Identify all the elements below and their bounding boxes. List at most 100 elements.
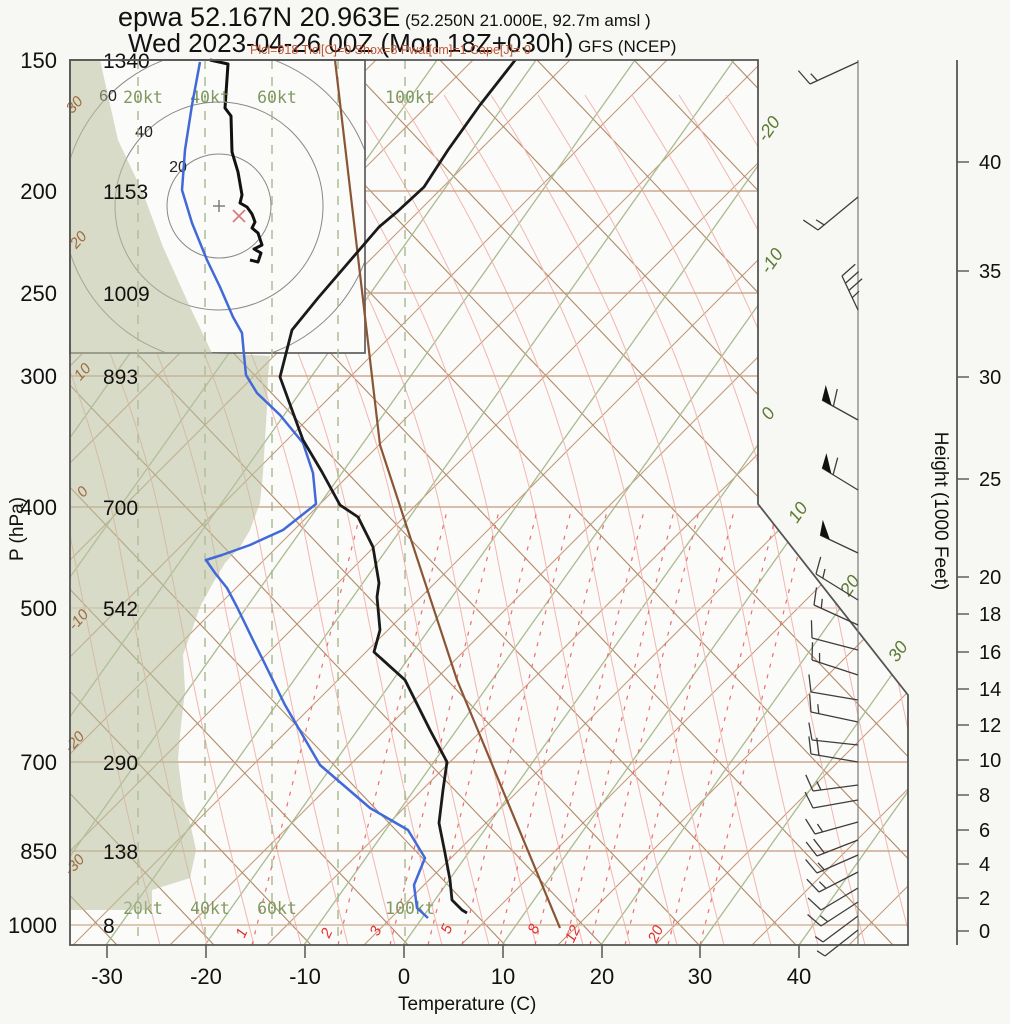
dry-adiabat bbox=[536, 60, 908, 945]
wind-barb bbox=[814, 915, 859, 943]
mixing-ratio-label: 12 bbox=[562, 922, 585, 945]
barb-feather-full bbox=[808, 674, 812, 693]
barb-feather-half bbox=[851, 290, 860, 299]
barb-feather-full bbox=[804, 791, 814, 809]
height-tick-label: 10 bbox=[979, 750, 1001, 772]
barb-feather-half bbox=[810, 73, 818, 82]
speed-label-top: 60kt bbox=[257, 88, 297, 107]
page-title: epwa 52.167N 20.963E (52.250N 21.000E, 9… bbox=[118, 2, 651, 33]
dry-adiabat bbox=[245, 60, 908, 945]
height-tick-label: 25 bbox=[979, 469, 1001, 491]
wind-barb bbox=[805, 854, 859, 874]
wind-barb bbox=[821, 384, 859, 421]
barb-feather-full bbox=[844, 270, 860, 284]
barb-feather-half bbox=[819, 915, 829, 923]
mixing-ratio-line bbox=[337, 506, 449, 945]
isotherm-label: 30 bbox=[884, 637, 912, 665]
temp-tick-label: -30 bbox=[91, 964, 123, 989]
pressure-label: 400 bbox=[20, 495, 57, 520]
barb-shaft bbox=[810, 691, 859, 701]
barb-feather-full bbox=[806, 878, 820, 893]
barb-shaft bbox=[819, 534, 859, 554]
wind-barb bbox=[808, 736, 859, 763]
height-tick-label: 4 bbox=[979, 854, 990, 876]
station-title: epwa 52.167N 20.963E bbox=[118, 2, 401, 32]
pressure-label: 1000 bbox=[8, 913, 57, 938]
moist-adiabat bbox=[396, 94, 678, 945]
wind-barb bbox=[797, 61, 859, 85]
pressure-axis-title: P (hPa) bbox=[7, 496, 28, 562]
model-label: GFS (NCEP) bbox=[573, 37, 677, 56]
barb-feather-full bbox=[797, 70, 811, 85]
ring-label: 40 bbox=[135, 124, 153, 141]
stability-stats: Plcl=918 Tlcl[C]=0 Shox=8 Pwat[cm]=1 Cap… bbox=[250, 43, 531, 57]
temp-tick-label: 20 bbox=[590, 964, 614, 989]
temp-tick-label: 10 bbox=[491, 964, 515, 989]
wind-barb bbox=[816, 929, 859, 957]
barb-shaft bbox=[821, 399, 859, 421]
temperature-curve bbox=[278, 60, 518, 915]
isotherm-label: 0 bbox=[757, 404, 779, 424]
wind-barb bbox=[808, 674, 859, 701]
wind-barb bbox=[815, 556, 859, 601]
height-dam-label: 1009 bbox=[103, 283, 150, 306]
barb-pennant bbox=[822, 453, 832, 474]
speed-label-bottom: 60kt bbox=[257, 899, 297, 918]
wind-barb bbox=[805, 774, 859, 792]
wind-barb bbox=[808, 694, 859, 723]
pressure-label: 200 bbox=[20, 179, 57, 204]
isotherm-label: 20 bbox=[835, 571, 863, 600]
barb-feather-full bbox=[813, 587, 818, 606]
height-tick-label: 20 bbox=[979, 567, 1001, 589]
mixing-ratio-line bbox=[564, 506, 676, 945]
barb-feather-half bbox=[822, 568, 826, 579]
barb-feather-full bbox=[832, 388, 838, 407]
barb-feather-full bbox=[848, 278, 863, 291]
moist-adiabat bbox=[302, 94, 584, 945]
height-tick-label: 12 bbox=[979, 715, 1001, 737]
barb-feather-full bbox=[808, 722, 813, 741]
temp-tick-label: 40 bbox=[787, 964, 811, 989]
height-tick-label: 30 bbox=[979, 367, 1001, 389]
temp-tick-label: 0 bbox=[398, 964, 410, 989]
barb-feather-full bbox=[807, 897, 822, 911]
temp-tick-label: 30 bbox=[688, 964, 712, 989]
barb-feather-half bbox=[817, 862, 825, 871]
barb-pennant bbox=[820, 519, 830, 540]
height-dam-label: 290 bbox=[103, 752, 138, 775]
barb-feather-full bbox=[807, 913, 822, 927]
pressure-label: 300 bbox=[20, 364, 57, 389]
barb-feather-full bbox=[816, 737, 820, 756]
wind-barb bbox=[821, 453, 859, 491]
height-tick-label: 2 bbox=[979, 888, 990, 910]
barb-shaft bbox=[818, 871, 859, 893]
barb-shaft bbox=[809, 61, 859, 85]
profiles bbox=[180, 60, 562, 929]
valid-time-title: Wed 2023-04-26 00Z (Mon 18Z+030h) GFS (N… bbox=[128, 28, 676, 59]
barb-feather-full bbox=[811, 642, 814, 661]
barb-shaft bbox=[815, 573, 859, 601]
wind-barb-column bbox=[797, 60, 863, 957]
hodograph-trace bbox=[209, 58, 264, 264]
height-dam-label: 542 bbox=[103, 598, 138, 621]
height-dam-label: 893 bbox=[103, 366, 138, 389]
barb-feather-full bbox=[813, 838, 825, 854]
wind-barb bbox=[802, 196, 859, 231]
barb-shaft bbox=[822, 915, 859, 943]
barb-feather-full bbox=[805, 859, 818, 874]
shaded-region bbox=[70, 60, 270, 910]
isotherm bbox=[204, 60, 834, 945]
barb-feather-full bbox=[805, 841, 818, 857]
time-title: Wed 2023-04-26 00Z (Mon 18Z+030h) bbox=[128, 28, 574, 58]
temp-tick-label: -10 bbox=[289, 964, 321, 989]
isotherm-label: -10 bbox=[756, 245, 787, 278]
wind-barb bbox=[819, 519, 859, 554]
lattice-line bbox=[751, 60, 908, 945]
barb-feather-full bbox=[805, 774, 814, 792]
barb-feather-full bbox=[815, 556, 822, 575]
moist-adiabat bbox=[349, 94, 631, 945]
barb-feather-full bbox=[805, 818, 816, 835]
barb-feather-half bbox=[815, 219, 825, 226]
moist-adiabat bbox=[584, 94, 866, 945]
